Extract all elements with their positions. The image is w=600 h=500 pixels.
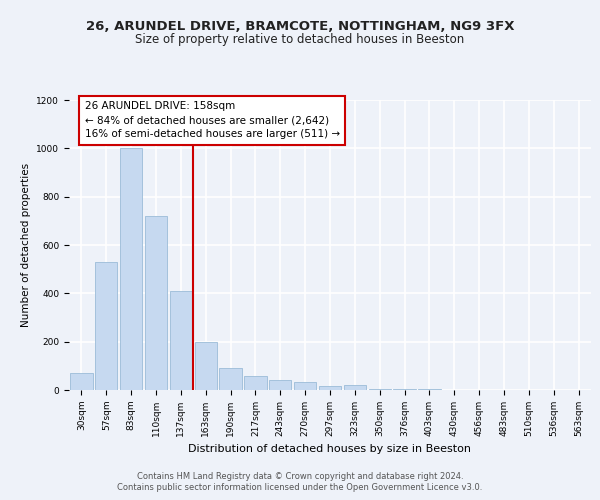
Bar	[145, 216, 167, 390]
Text: Contains HM Land Registry data © Crown copyright and database right 2024.
Contai: Contains HM Land Registry data © Crown c…	[118, 472, 482, 492]
Bar	[220, 368, 242, 390]
Bar	[394, 389, 416, 390]
Text: 26 ARUNDEL DRIVE: 158sqm
← 84% of detached houses are smaller (2,642)
16% of sem: 26 ARUNDEL DRIVE: 158sqm ← 84% of detach…	[85, 102, 340, 140]
Text: Size of property relative to detached houses in Beeston: Size of property relative to detached ho…	[136, 32, 464, 46]
Bar	[244, 376, 266, 390]
Bar	[368, 389, 391, 390]
Text: 26, ARUNDEL DRIVE, BRAMCOTE, NOTTINGHAM, NG9 3FX: 26, ARUNDEL DRIVE, BRAMCOTE, NOTTINGHAM,…	[86, 20, 514, 33]
Bar	[120, 148, 142, 390]
Bar	[319, 386, 341, 390]
Y-axis label: Number of detached properties: Number of detached properties	[21, 163, 31, 327]
Bar	[95, 262, 118, 390]
Bar	[70, 373, 92, 390]
X-axis label: Distribution of detached houses by size in Beeston: Distribution of detached houses by size …	[188, 444, 472, 454]
Bar	[344, 385, 366, 390]
Bar	[294, 382, 316, 390]
Bar	[269, 380, 292, 390]
Bar	[194, 342, 217, 390]
Bar	[170, 291, 192, 390]
